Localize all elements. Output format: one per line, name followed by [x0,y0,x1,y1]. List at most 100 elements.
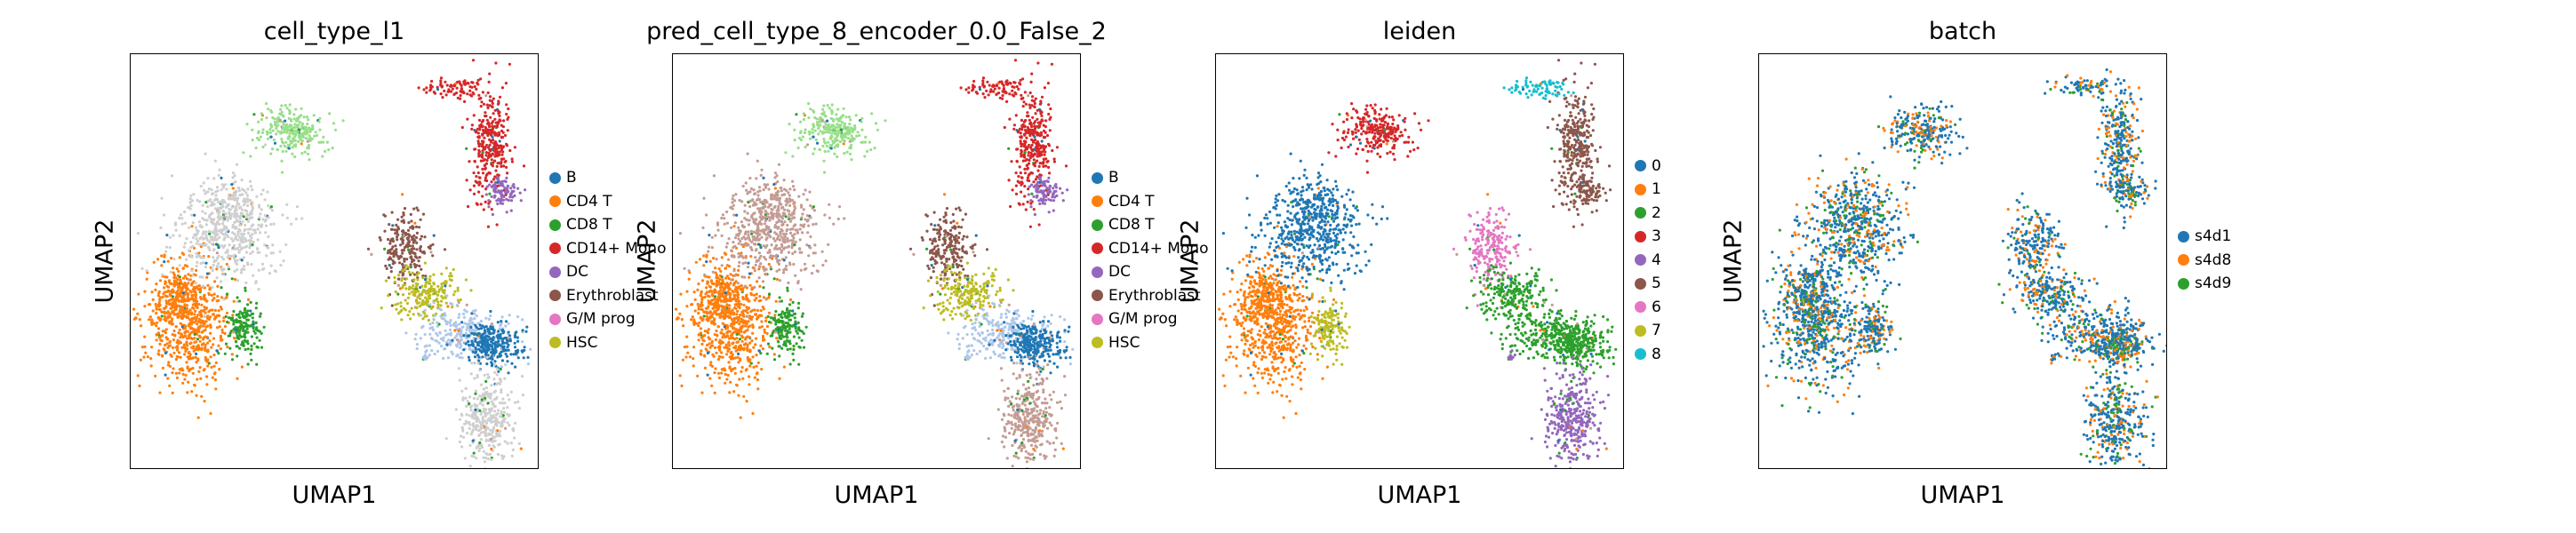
cell-point [173,306,177,310]
cell-point [818,147,821,151]
cell-point [703,295,707,299]
cell-point [280,140,284,144]
cell-point [396,218,400,221]
cell-point [491,440,494,443]
cell-point [415,248,419,251]
cell-point [473,362,476,365]
cell-point [407,287,411,291]
cell-point [710,246,714,250]
cell-point [157,349,161,353]
cell-point [423,278,428,282]
cell-point [199,319,203,322]
cell-point [484,394,487,397]
cell-point [495,367,499,370]
cell-point [415,274,419,277]
cell-point [745,298,748,301]
cell-point [521,394,525,397]
cell-point [244,239,248,243]
cell-point [237,219,241,224]
cell-point [423,308,427,312]
cell-point [178,256,181,259]
cell-point [489,395,492,399]
cell-point [412,207,416,211]
cell-point [775,269,779,273]
cell-point [741,261,745,266]
cell-point [251,139,254,142]
cell-point [815,141,820,145]
cell-point [200,303,204,306]
cell-point [732,341,735,345]
cell-point [227,235,230,239]
cell-point [486,342,490,346]
cell-point [203,296,206,299]
cell-point [428,289,431,292]
cell-point [460,87,463,91]
cell-point [227,197,231,201]
cell-point [242,232,245,235]
cell-point [201,217,204,220]
cell-point [690,303,693,306]
cell-point [755,372,758,376]
cell-point [489,428,492,432]
legend-item: B [549,169,577,187]
cell-point [489,408,492,411]
cell-point [410,306,413,310]
cell-point [500,315,504,319]
cell-point [482,139,485,143]
cell-point [431,328,436,331]
cell-point [474,404,477,408]
cell-point [506,339,509,343]
cell-point [728,330,732,333]
cell-point [744,369,748,372]
cell-point [708,338,711,341]
cell-point [252,240,255,243]
cell-point [233,269,236,273]
cell-point [737,394,740,397]
cell-point [197,370,201,373]
cell-point [211,376,214,379]
cell-point [409,317,412,321]
cell-point [454,334,459,338]
cell-point [493,439,497,442]
cell-point [439,79,443,83]
cell-point [217,246,220,250]
cell-point [812,152,815,155]
cell-point [395,307,398,311]
cell-point [490,122,493,125]
cell-point [415,306,419,309]
cell-point [188,308,192,312]
cell-point [502,420,506,424]
cell-point [254,146,258,150]
cell-point [414,290,418,294]
cell-point [249,251,252,256]
cell-point [246,342,250,346]
cell-point [173,334,177,338]
cell-point [189,367,193,371]
cell-point [394,303,397,306]
cell-point [710,290,714,293]
cell-point [484,193,488,196]
cell-point [415,225,419,228]
cell-point [477,434,481,437]
cell-point [404,298,407,302]
cell-point [453,290,457,293]
cell-point [481,355,484,359]
cell-point [144,351,148,354]
cell-point [414,235,419,240]
cell-point [241,212,244,216]
cell-point [490,364,493,368]
cell-point [478,176,482,179]
cell-point [460,338,463,342]
cell-point [802,117,805,122]
cell-point [751,331,755,335]
cell-point [212,222,215,226]
cell-point [181,335,185,339]
cell-point [197,251,201,255]
cell-point [485,355,489,359]
cell-point [409,273,412,276]
cell-point [239,237,243,241]
cell-point [425,349,428,353]
cell-point [197,326,201,330]
cell-point [417,271,420,274]
cell-point [402,220,406,225]
